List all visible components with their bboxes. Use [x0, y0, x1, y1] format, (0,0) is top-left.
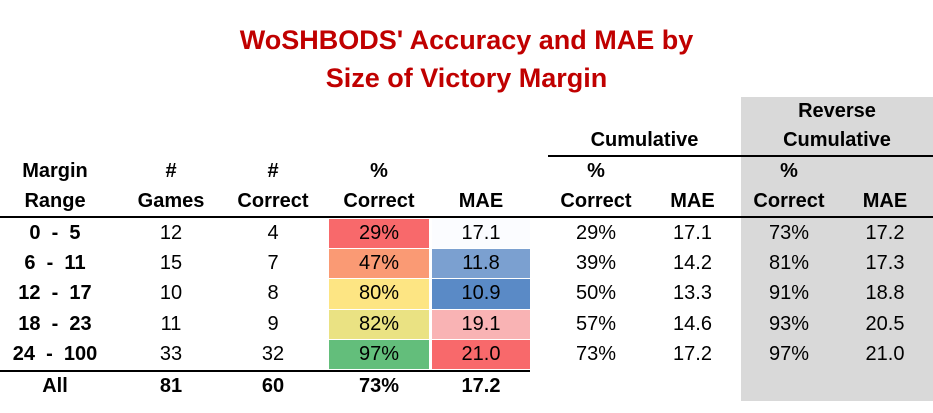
- rev-pct-correct: 91%: [768, 282, 810, 305]
- cum-mae-header: MAE: [670, 190, 715, 212]
- reverse-header-line-2: Cumulative: [783, 129, 891, 151]
- correct-count: 7: [267, 251, 279, 274]
- rev-mae-value: 21.0: [865, 343, 905, 366]
- totals-pct: 73%: [358, 375, 400, 397]
- reverse-header-line-1: Reverse: [798, 100, 876, 122]
- rev-mae-value: 18.8: [865, 282, 905, 305]
- rev-pct-correct: 81%: [768, 251, 810, 274]
- mae-header: MAE: [458, 190, 504, 212]
- games-count: 33: [159, 343, 183, 366]
- cum-mae-value: 14.2: [673, 251, 712, 274]
- cum-pct-header-line-2: Correct: [560, 190, 632, 212]
- mae-value: 17.1: [432, 218, 530, 248]
- cumulative-header-underline: [548, 155, 933, 157]
- cum-pct-header-line-1: %: [587, 160, 605, 182]
- cum-pct-correct: 73%: [575, 343, 617, 366]
- correct-header-line-1: #: [267, 160, 279, 182]
- correct-count: 4: [267, 221, 279, 244]
- cumulative-header: Cumulative: [590, 129, 699, 151]
- margin-range: 0 - 5: [29, 221, 81, 244]
- margin-range: 12 - 17: [18, 282, 92, 305]
- games-count: 11: [160, 312, 182, 335]
- mae-value: 21.0: [432, 340, 530, 370]
- cum-mae-value: 17.1: [673, 221, 712, 244]
- pct-header-line-1: %: [370, 160, 388, 182]
- cum-mae-value: 14.6: [673, 312, 712, 335]
- margin-range: 6 - 11: [24, 251, 86, 274]
- pct-correct: 29%: [329, 218, 429, 248]
- games-header-line-2: Games: [137, 190, 205, 212]
- mae-value: 11.8: [432, 248, 530, 279]
- mae-value: 19.1: [432, 309, 530, 340]
- pct-correct: 82%: [329, 309, 429, 340]
- correct-count: 32: [261, 343, 285, 366]
- mae-value: 10.9: [432, 279, 530, 309]
- pct-correct: 80%: [329, 279, 429, 309]
- correct-count: 9: [267, 312, 279, 335]
- games-count: 15: [159, 251, 183, 274]
- pct-header-line-2: Correct: [343, 190, 415, 212]
- rev-pct-correct: 97%: [768, 343, 810, 366]
- pct-correct: 97%: [329, 340, 429, 370]
- cum-pct-correct: 50%: [575, 282, 617, 305]
- totals-mae: 17.2: [461, 375, 501, 397]
- rev-mae-value: 20.5: [865, 312, 905, 335]
- header-underline: [0, 216, 933, 218]
- totals-correct: 60: [261, 375, 285, 397]
- correct-count: 8: [267, 282, 279, 305]
- margin-header-line-1: Margin: [22, 160, 88, 182]
- games-count: 10: [159, 282, 183, 305]
- cum-mae-value: 13.3: [673, 282, 712, 305]
- cum-pct-correct: 29%: [575, 221, 617, 244]
- reverse-cumulative-background: [741, 97, 933, 401]
- cum-pct-correct: 57%: [575, 312, 617, 335]
- rev-pct-header-line-1: %: [780, 160, 798, 182]
- rev-pct-header-line-2: Correct: [753, 190, 825, 212]
- pct-correct: 47%: [329, 248, 429, 279]
- games-header-line-1: #: [165, 160, 177, 182]
- totals-label: All: [42, 375, 68, 397]
- cum-mae-value: 17.2: [673, 343, 712, 366]
- rev-pct-correct: 93%: [768, 312, 810, 335]
- cum-pct-correct: 39%: [575, 251, 617, 274]
- margin-range: 24 - 100: [12, 343, 98, 366]
- rev-pct-correct: 73%: [768, 221, 810, 244]
- margin-header-line-2: Range: [24, 190, 86, 212]
- margin-range: 18 - 23: [18, 312, 92, 335]
- correct-header-line-2: Correct: [237, 190, 309, 212]
- page-title-line-1: WoSHBODS' Accuracy and MAE by: [239, 25, 694, 55]
- page-title-line-2: Size of Victory Margin: [325, 63, 608, 93]
- games-count: 12: [159, 221, 183, 244]
- rev-mae-value: 17.2: [865, 221, 905, 244]
- totals-games: 81: [159, 375, 183, 397]
- totals-rule: [0, 370, 530, 372]
- rev-mae-value: 17.3: [865, 251, 905, 274]
- rev-mae-header: MAE: [862, 190, 908, 212]
